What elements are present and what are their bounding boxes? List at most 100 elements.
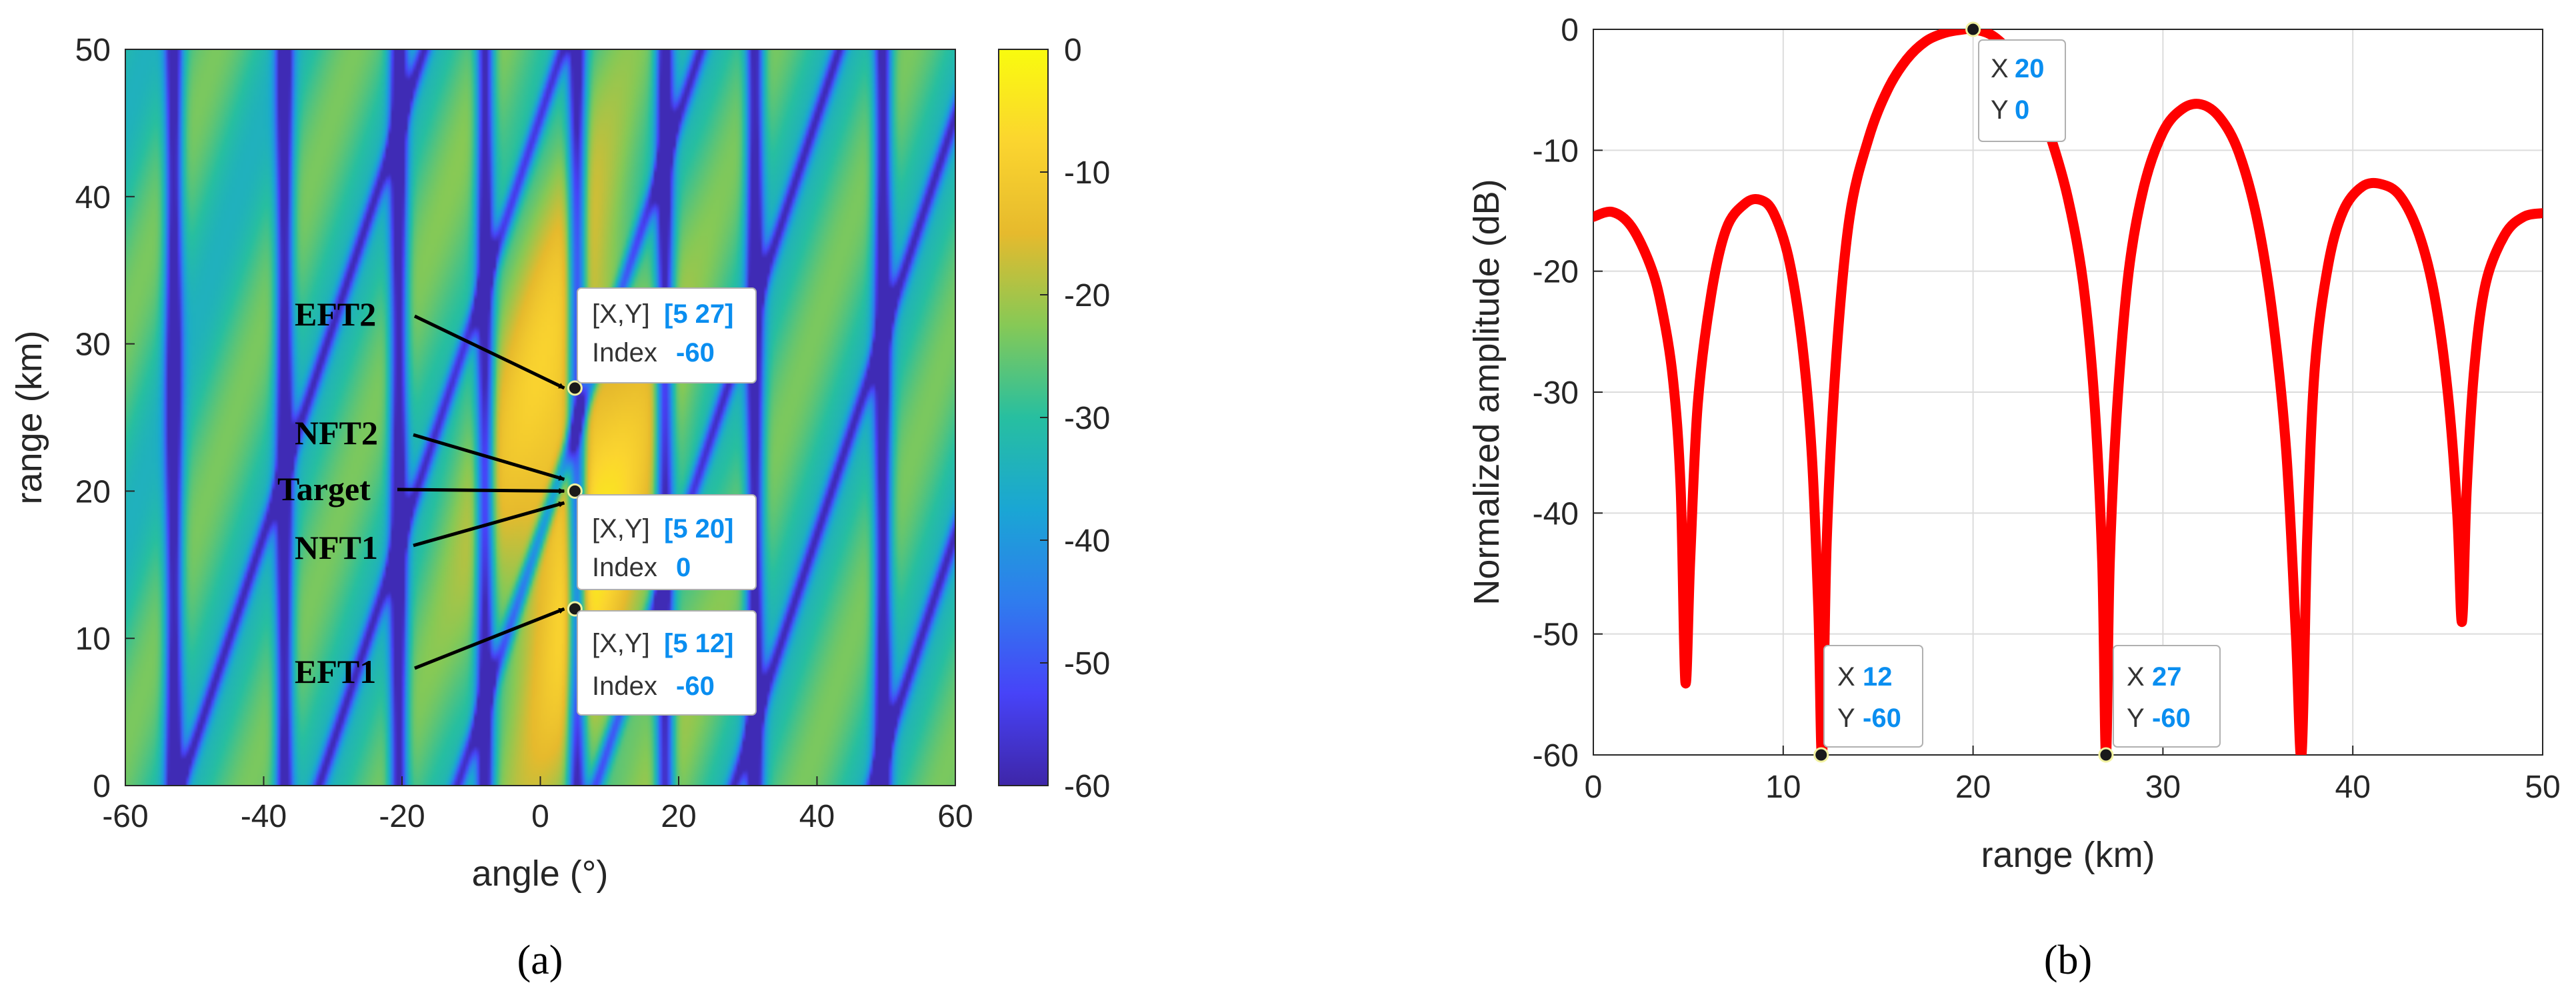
y-tick-label: -50 — [1533, 618, 1579, 653]
x-tick-label: 20 — [1955, 770, 1991, 805]
line-plot-panel: 0 10 20 30 40 50 0 -10 -20 -30 -40 -50 -60 X 20 Y 0… — [1467, 13, 2561, 983]
colorbar-tick-label: -30 — [1064, 401, 1110, 436]
datatip-value: 20 — [2015, 54, 2045, 83]
datatip: [X,Y] [5 12] Index -60 — [577, 610, 757, 716]
y-tick-label: -60 — [1533, 738, 1579, 774]
datatip-value: [5 27] — [664, 299, 734, 329]
x-tick-label: 60 — [937, 799, 973, 834]
x-tick-label: 40 — [799, 799, 835, 834]
x-tick-label: -40 — [241, 799, 287, 834]
datatip-key: [X,Y] — [592, 514, 650, 544]
heatmap-y-axis-label: range (km) — [9, 330, 49, 504]
datatip-value: -60 — [676, 338, 715, 367]
annotation-arrow — [397, 487, 565, 494]
heatmap-raster — [125, 49, 955, 786]
datatip-key: Index — [592, 672, 657, 701]
x-tick-label: 40 — [2335, 770, 2371, 805]
data-marker — [567, 483, 583, 499]
x-tick-label: 0 — [531, 799, 549, 834]
y-tick-label: -10 — [1533, 133, 1579, 169]
colorbar-tick-label: -60 — [1064, 769, 1110, 804]
data-marker — [567, 380, 583, 396]
datatip-value: [5 12] — [664, 629, 734, 658]
datatip-key: [X,Y] — [592, 299, 650, 329]
colorbar-tick-label: -20 — [1064, 278, 1110, 313]
heatmap-x-axis-label: angle (°) — [472, 854, 609, 894]
datatip-key: Y — [2127, 704, 2145, 733]
datatip-value: 27 — [2152, 662, 2182, 692]
annotation-arrow — [413, 314, 565, 390]
datatip: X 27 Y -60 — [2113, 645, 2221, 748]
datatip-value: [5 20] — [664, 514, 734, 544]
line-plot-grid — [1593, 29, 2543, 756]
line-plot-y-axis-label: Normalized amplitude (dB) — [1467, 179, 1507, 605]
datatip-value: 12 — [1863, 662, 1893, 692]
colorbar-tick-label: 0 — [1064, 33, 1082, 68]
datatip-key: [X,Y] — [592, 629, 650, 658]
y-tick-label: 30 — [75, 327, 111, 363]
annotation-target: Target — [277, 470, 371, 508]
x-tick-label: 30 — [2145, 770, 2181, 805]
heatmap-markers — [567, 380, 583, 617]
datatip-key: X — [2127, 662, 2145, 692]
y-tick-label: 50 — [75, 33, 111, 68]
datatip-value: -60 — [676, 672, 715, 701]
x-tick-label: -20 — [379, 799, 425, 834]
y-tick-label: 10 — [75, 622, 111, 657]
datatip: [X,Y] [5 20] Index 0 — [577, 494, 757, 590]
annotation-eft2: EFT2 — [295, 295, 376, 333]
heatmap-panel: -60 -40 -20 0 20 40 60 0 10 20 30 40 50 angle (°) r… — [9, 33, 1110, 983]
annotation-arrow — [414, 607, 565, 670]
datatip-value: 0 — [2015, 95, 2029, 125]
panel-label-b: (b) — [2044, 938, 2092, 983]
y-tick-label: 40 — [75, 180, 111, 215]
annotation-nft2: NFT2 — [295, 414, 378, 451]
datatip-key: Y — [1837, 704, 1855, 733]
annotation-nft1: NFT1 — [295, 529, 378, 566]
datatip: X 12 Y -60 — [1823, 645, 1923, 748]
datatip-value: -60 — [2152, 704, 2191, 733]
datatip: X 20 Y 0 — [1978, 39, 2066, 142]
annotation-arrows — [397, 314, 565, 670]
colorbar-tick-label: -10 — [1064, 155, 1110, 191]
line-plot-x-axis-label: range (km) — [1981, 835, 2155, 875]
panel-label-a: (a) — [517, 938, 563, 983]
colorbar-tick-label: -40 — [1064, 524, 1110, 559]
colorbar — [998, 49, 1049, 786]
datatip-value: 0 — [676, 553, 691, 582]
colorbar-tick-label: -50 — [1064, 646, 1110, 682]
x-tick-label: 50 — [2525, 770, 2560, 805]
amplitude-line — [1593, 29, 2543, 755]
colorbar-ticks: 0 -10 -20 -30 -40 -50 -60 — [1040, 33, 1110, 804]
x-tick-label: 20 — [661, 799, 696, 834]
y-tick-label: -30 — [1533, 375, 1579, 411]
y-tick-label: 0 — [1561, 13, 1579, 48]
data-marker — [1965, 21, 1981, 37]
datatip-key: Y — [1991, 95, 2009, 125]
data-marker — [2098, 747, 2114, 763]
heatmap-y-ticks: 0 10 20 30 40 50 — [75, 33, 135, 804]
x-tick-label: 10 — [1765, 770, 1801, 805]
datatip-value: -60 — [1863, 704, 1901, 733]
annotation-eft1: EFT1 — [295, 653, 376, 690]
annotation-arrow — [413, 501, 565, 548]
datatip-key: Index — [592, 338, 657, 367]
datatip-key: Index — [592, 553, 657, 582]
line-plot-y-ticks: 0 -10 -20 -30 -40 -50 -60 — [1533, 13, 1603, 774]
y-tick-label: 20 — [75, 474, 111, 510]
datatip-key: X — [1991, 54, 2009, 83]
heatmap-image — [125, 49, 955, 786]
line-plot-markers — [1813, 21, 2114, 763]
y-tick-label: -40 — [1533, 496, 1579, 532]
datatip: [X,Y] [5 27] Index -60 — [577, 287, 757, 383]
datatip-key: X — [1837, 662, 1855, 692]
y-tick-label: -20 — [1533, 255, 1579, 290]
x-tick-label: -60 — [102, 799, 148, 834]
heatmap-x-ticks: -60 -40 -20 0 20 40 60 — [102, 776, 973, 834]
line-plot-x-ticks: 0 10 20 30 40 50 — [1585, 746, 2561, 805]
data-marker — [1813, 747, 1829, 763]
annotation-arrow — [413, 433, 565, 481]
x-tick-label: 0 — [1585, 770, 1603, 805]
y-tick-label: 0 — [93, 769, 111, 804]
